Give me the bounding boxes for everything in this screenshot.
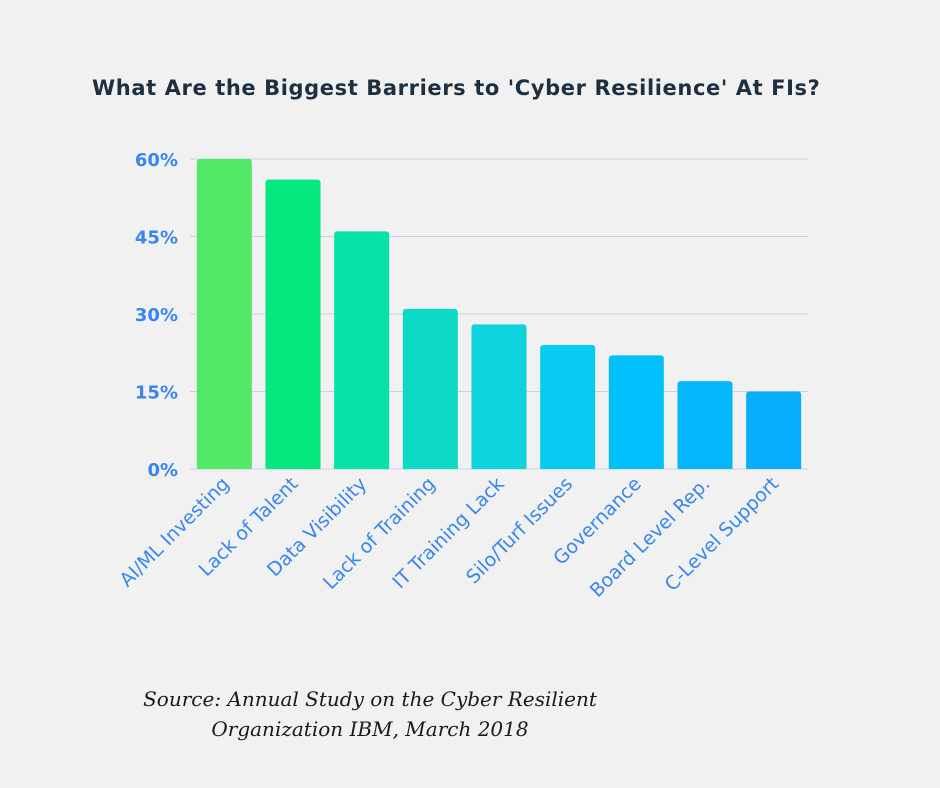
source-line-1: Source: Annual Study on the Cyber Resili… — [143, 687, 597, 711]
bar — [540, 345, 596, 469]
bar-base — [196, 465, 252, 469]
chart-title: What Are the Biggest Barriers to 'Cyber … — [92, 76, 821, 100]
source-note: Source: Annual Study on the Cyber Resili… — [120, 684, 620, 744]
y-tick-label: 45% — [135, 228, 178, 249]
bars — [196, 159, 802, 469]
bar — [608, 355, 664, 469]
bar — [334, 231, 390, 469]
source-line-2: Organization IBM, March 2018 — [211, 717, 529, 741]
bar-base — [608, 465, 664, 469]
x-tick-label: Board Level Rep. — [586, 473, 715, 602]
bar-base — [471, 465, 527, 469]
bar-base — [334, 465, 390, 469]
y-tick-label: 30% — [135, 305, 178, 326]
y-tick-label: 0% — [147, 460, 178, 481]
bar-base — [265, 465, 321, 469]
x-tick-label: C-Level Support — [661, 473, 784, 596]
bar — [196, 159, 252, 469]
bar — [677, 381, 733, 469]
bar — [746, 391, 802, 469]
bar-base — [677, 465, 733, 469]
bar-base — [402, 465, 458, 469]
y-axis-ticks: 0% 15% 30% 45% 60% — [135, 150, 178, 481]
bar-base — [746, 465, 802, 469]
y-tick-label: 60% — [135, 150, 178, 171]
y-tick-label: 15% — [135, 383, 178, 404]
bar — [471, 324, 527, 469]
bar — [402, 308, 458, 469]
bar — [265, 179, 321, 469]
bar-base — [540, 465, 596, 469]
